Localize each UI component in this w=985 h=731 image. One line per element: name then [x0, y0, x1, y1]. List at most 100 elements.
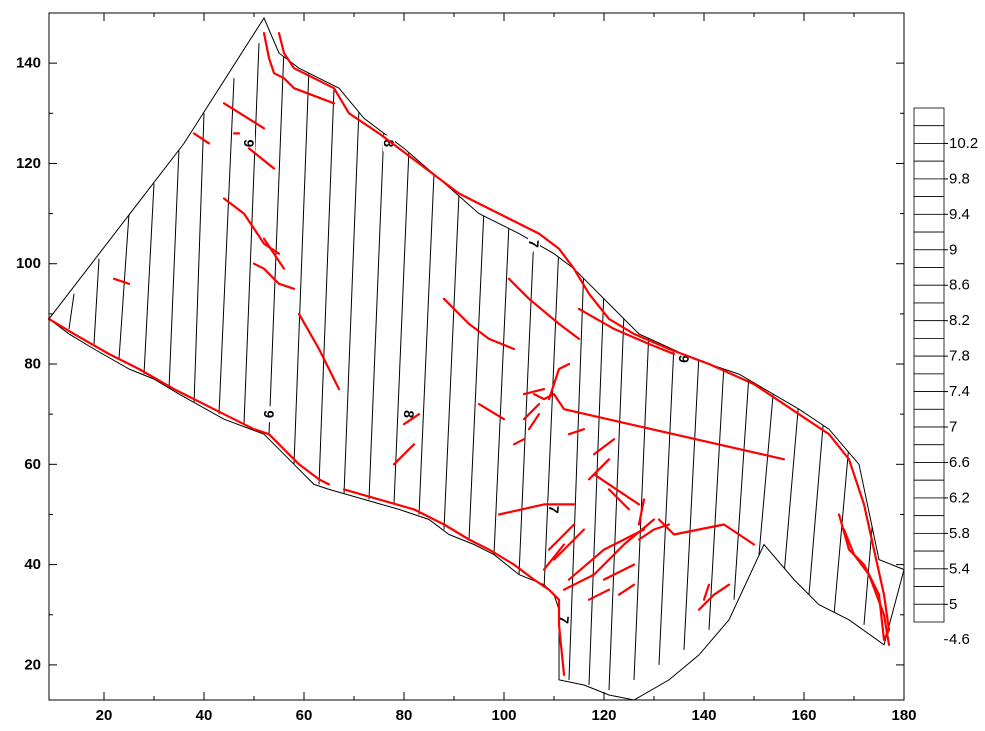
contour-line [343, 108, 360, 495]
y-tick-label: 60 [24, 456, 41, 473]
legend-level-label: 6.2 [949, 489, 970, 506]
legend-colorbar: 10.2 9.8 9.4 9 8.6 8.2 7.8 7.4 7 6.6 6.2 5.8 5.4 5 4.6 [913, 107, 978, 648]
fault-line [522, 403, 541, 421]
contour-line [588, 288, 605, 685]
fault-line [542, 543, 566, 571]
legend-level-label: 9.8 [949, 170, 970, 187]
fault-line [252, 262, 296, 290]
fault-line [527, 413, 541, 431]
legend-band [913, 125, 945, 144]
x-tick-label: 60 [296, 707, 313, 724]
fault-line [592, 438, 616, 456]
contour-line [683, 353, 700, 650]
contour-label-bg [528, 235, 540, 252]
x-tick-label: 160 [791, 707, 816, 724]
legend-level-label: 10.2 [949, 135, 978, 152]
contour-line [143, 183, 155, 375]
y-tick-label: 40 [24, 556, 41, 573]
y-tick-label: 140 [16, 55, 41, 72]
legend-level-label: 4.6 [949, 631, 970, 648]
legend-band [913, 160, 945, 180]
contour-line [118, 213, 130, 360]
contour-label-bg [263, 406, 275, 423]
legend-band [913, 444, 945, 463]
contour-line [443, 193, 460, 530]
fault-line [392, 443, 416, 466]
legend-band [913, 515, 945, 534]
fault-line [702, 583, 711, 601]
fault-line [697, 583, 731, 611]
legend-band [913, 373, 945, 392]
legend-band [913, 408, 945, 428]
contour-line [218, 78, 235, 415]
legend-level-label: 5.4 [949, 560, 970, 577]
fault-line [637, 523, 671, 541]
legend-band [913, 107, 945, 127]
plot-area: 9 8 7 9 9 8 7 7 [47, 16, 905, 701]
contour-line [708, 363, 725, 630]
x-tick-label: 80 [396, 707, 413, 724]
legend-band [913, 267, 945, 286]
fault-line [837, 513, 886, 641]
legend-band [913, 603, 945, 623]
legend-band [913, 231, 945, 251]
contour-line [468, 208, 485, 540]
contour-line [93, 258, 100, 344]
x-tick-label: 100 [491, 707, 516, 724]
fault-line [262, 31, 336, 105]
legend-level-label: 9 [949, 241, 957, 258]
contour-line [733, 374, 750, 600]
contour-label: 9 [241, 139, 258, 148]
fault-line [547, 523, 576, 551]
fault-line [602, 563, 636, 581]
contour-label-bg [558, 611, 570, 628]
legend-band [913, 143, 945, 162]
plot-frame [48, 12, 905, 701]
fault-line [112, 277, 131, 285]
legend-band [913, 586, 945, 605]
contour-line [783, 399, 800, 575]
contour-line [168, 148, 180, 390]
legend-band [913, 196, 945, 215]
legend-band [913, 391, 945, 410]
x-tick-label: 120 [591, 707, 616, 724]
fault-line [402, 413, 421, 426]
contour-label: 7 [526, 239, 543, 248]
fault-line [512, 438, 526, 446]
legend-band [913, 355, 945, 375]
contour-line [633, 328, 650, 680]
fault-line [592, 473, 641, 506]
contour-label: 7 [556, 615, 573, 624]
contour-label: 8 [401, 410, 418, 419]
contour-label: 8 [381, 139, 398, 148]
fault-line [342, 488, 566, 677]
study-area-boundary [48, 16, 905, 701]
y-tick-label: 80 [24, 356, 41, 373]
x-tick-label: 20 [96, 707, 113, 724]
y-tick-label: 100 [16, 255, 41, 272]
contour-line [808, 414, 825, 595]
y-tick-label: 120 [16, 155, 41, 172]
legend-band [913, 302, 945, 322]
contour-line [243, 43, 260, 425]
legend-band [913, 178, 945, 198]
fault-line [192, 132, 211, 145]
x-tick-label: 180 [891, 707, 916, 724]
contour-line [758, 384, 775, 555]
fault-line [587, 588, 611, 601]
fault-line [567, 428, 586, 436]
fault-line [277, 31, 891, 641]
fault-line [547, 362, 571, 401]
legend-level-label: 7.8 [949, 348, 970, 365]
legend-band [913, 284, 945, 304]
legend-band [913, 479, 945, 499]
contour-label: 9 [261, 410, 278, 419]
x-tick-label: 40 [196, 707, 213, 724]
contour-line [318, 88, 335, 485]
fault-line [507, 277, 581, 340]
legend-level-label: 7.4 [949, 383, 970, 400]
fault-line [247, 147, 276, 170]
contour-line [418, 173, 435, 515]
contour-line [608, 313, 625, 690]
